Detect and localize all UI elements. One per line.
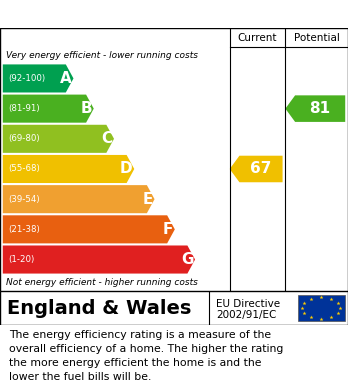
Text: F: F bbox=[163, 222, 173, 237]
Text: C: C bbox=[101, 131, 112, 146]
Text: (92-100): (92-100) bbox=[8, 74, 45, 83]
Text: 81: 81 bbox=[310, 101, 331, 116]
Text: (69-80): (69-80) bbox=[8, 134, 40, 143]
Text: The energy efficiency rating is a measure of the
overall efficiency of a home. T: The energy efficiency rating is a measur… bbox=[9, 330, 283, 382]
Polygon shape bbox=[3, 155, 134, 183]
Polygon shape bbox=[3, 215, 175, 243]
Text: England & Wales: England & Wales bbox=[7, 299, 191, 317]
Text: E: E bbox=[142, 192, 153, 207]
Text: D: D bbox=[120, 161, 133, 176]
Text: Very energy efficient - lower running costs: Very energy efficient - lower running co… bbox=[6, 51, 198, 60]
Text: (1-20): (1-20) bbox=[8, 255, 34, 264]
Text: (55-68): (55-68) bbox=[8, 165, 40, 174]
Text: Not energy efficient - higher running costs: Not energy efficient - higher running co… bbox=[6, 278, 198, 287]
Text: 2002/91/EC: 2002/91/EC bbox=[216, 310, 276, 320]
Bar bbox=[298, 295, 345, 321]
Text: (21-38): (21-38) bbox=[8, 225, 40, 234]
Text: A: A bbox=[60, 71, 72, 86]
Text: Energy Efficiency Rating: Energy Efficiency Rating bbox=[69, 7, 279, 22]
Text: (81-91): (81-91) bbox=[8, 104, 40, 113]
Polygon shape bbox=[230, 156, 283, 182]
Text: Potential: Potential bbox=[294, 32, 340, 43]
Polygon shape bbox=[3, 246, 195, 274]
Polygon shape bbox=[3, 65, 73, 93]
Text: 67: 67 bbox=[250, 161, 272, 176]
Polygon shape bbox=[285, 95, 345, 122]
Polygon shape bbox=[3, 185, 155, 213]
Text: EU Directive: EU Directive bbox=[216, 299, 280, 309]
Text: (39-54): (39-54) bbox=[8, 195, 40, 204]
Text: G: G bbox=[181, 252, 193, 267]
Polygon shape bbox=[3, 95, 94, 123]
Text: Current: Current bbox=[238, 32, 277, 43]
Text: B: B bbox=[80, 101, 92, 116]
Polygon shape bbox=[3, 125, 114, 153]
